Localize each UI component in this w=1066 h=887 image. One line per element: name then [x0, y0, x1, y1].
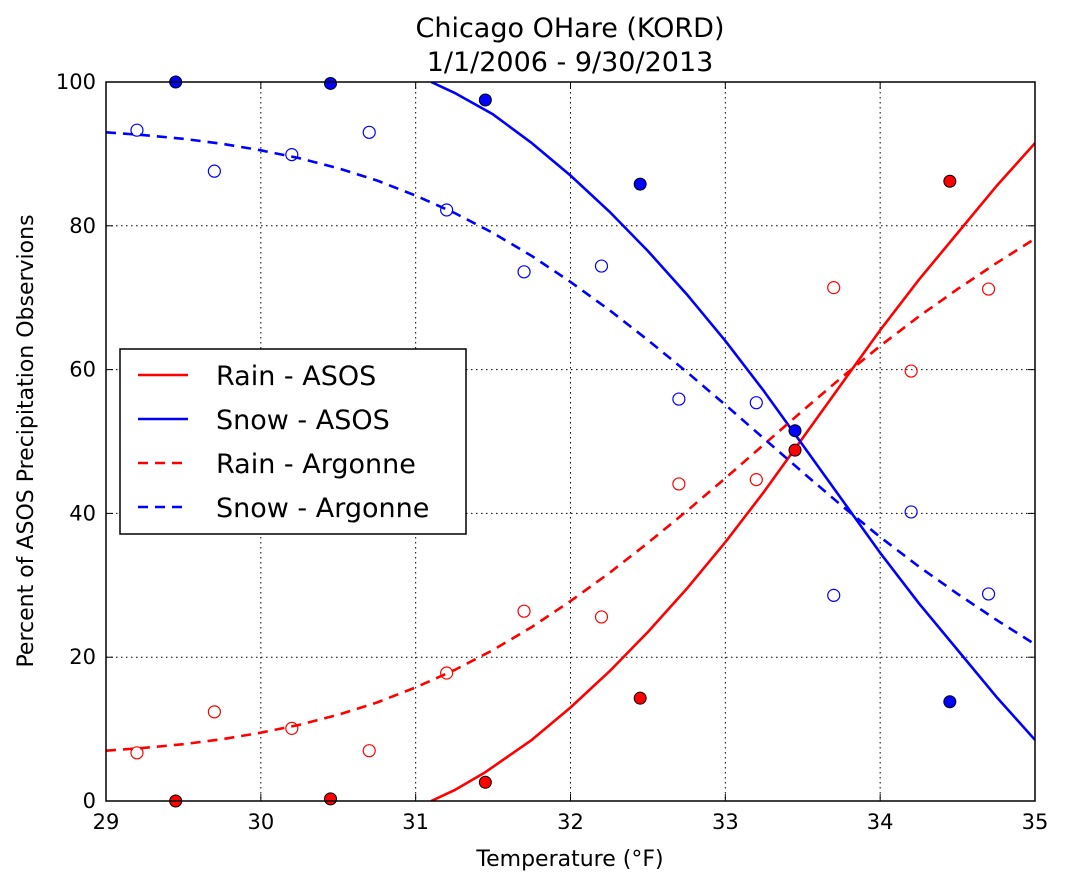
snow-asos-observations-point	[324, 76, 338, 90]
snow-argonne-observations-point	[981, 587, 996, 601]
snow-asos-line	[430, 82, 1035, 741]
rain-argonne-observations-point	[285, 721, 299, 735]
snow-asos-observations-point	[788, 424, 802, 438]
y-tick-label: 20	[69, 645, 96, 669]
x-tick-label: 35	[1022, 810, 1049, 834]
chart-subtitle: 1/1/2006 - 9/30/2013	[427, 47, 714, 78]
snow-asos-observations-point	[633, 177, 647, 191]
snow-argonne-observations-point	[207, 164, 221, 178]
legend-label: Rain - ASOS	[216, 361, 376, 392]
x-tick-label: 32	[557, 810, 584, 834]
y-tick-label: 0	[83, 789, 96, 813]
x-axis-label: Temperature (°F)	[475, 847, 663, 872]
snow-argonne-observations-point	[440, 203, 454, 217]
rain-argonne-observations-point	[362, 744, 376, 758]
y-tick-label: 80	[69, 214, 96, 238]
chart-title: Chicago OHare (KORD)	[416, 13, 725, 44]
rain-argonne-observations-point	[517, 604, 531, 618]
points-layer	[130, 75, 996, 808]
rain-asos-observations-point	[324, 792, 338, 806]
legend-label: Snow - Argonne	[216, 493, 429, 524]
snow-argonne-line	[106, 131, 1035, 646]
x-tick-label: 29	[93, 810, 120, 834]
legend: Rain - ASOS Snow - ASOS Rain - Argonne Snow…	[119, 348, 467, 535]
rain-argonne-observations-point	[904, 364, 918, 378]
snow-argonne-observations-point	[362, 125, 376, 139]
legend-box	[119, 348, 467, 535]
y-tick-label: 100	[56, 70, 96, 94]
rain-asos-observations-point	[478, 775, 492, 789]
rain-argonne-observations-point	[749, 473, 763, 487]
snow-argonne-observations-point	[672, 392, 686, 406]
rain-argonne-observations-point	[130, 746, 144, 760]
rain-asos-observations-point	[943, 174, 957, 188]
x-tick-label: 33	[712, 810, 739, 834]
snow-argonne-observations-point	[827, 588, 841, 602]
y-tick-label: 40	[69, 501, 96, 525]
rain-argonne-observations-point	[207, 705, 221, 719]
x-tick-label: 34	[867, 810, 894, 834]
rain-argonne-observations-point	[594, 610, 609, 624]
rain-asos-observations-point	[788, 443, 802, 457]
legend-label: Snow - ASOS	[216, 405, 390, 436]
snow-argonne-observations-point	[517, 265, 531, 279]
y-tick-label: 60	[69, 358, 96, 382]
snow-argonne-observations-point	[749, 396, 763, 410]
x-tick-label: 31	[402, 810, 429, 834]
rain-argonne-observations-point	[827, 281, 841, 295]
x-tick-label: 30	[247, 810, 274, 834]
rain-argonne-observations-point	[672, 477, 686, 491]
legend-label: Rain - Argonne	[216, 449, 416, 480]
snow-asos-observations-point	[943, 695, 957, 709]
rain-asos-observations-point	[633, 691, 647, 705]
rain-argonne-observations-point	[440, 666, 454, 680]
ticks: 29 30 31 32 33 34 35 0 20 40 60 80 100	[56, 70, 1048, 834]
rain-argonne-line	[106, 237, 1035, 752]
snow-argonne-observations-point	[285, 148, 299, 162]
y-axis-label: Percent of ASOS Precipitation Observions	[14, 214, 39, 667]
snow-argonne-observations-point	[130, 123, 144, 137]
snow-argonne-observations-point	[904, 505, 918, 519]
rain-argonne-observations-point	[981, 282, 996, 296]
rain-asos-line	[430, 142, 1035, 801]
series-layer	[106, 82, 1035, 801]
snow-asos-observations-point	[478, 93, 492, 107]
snow-argonne-observations-point	[594, 259, 609, 273]
